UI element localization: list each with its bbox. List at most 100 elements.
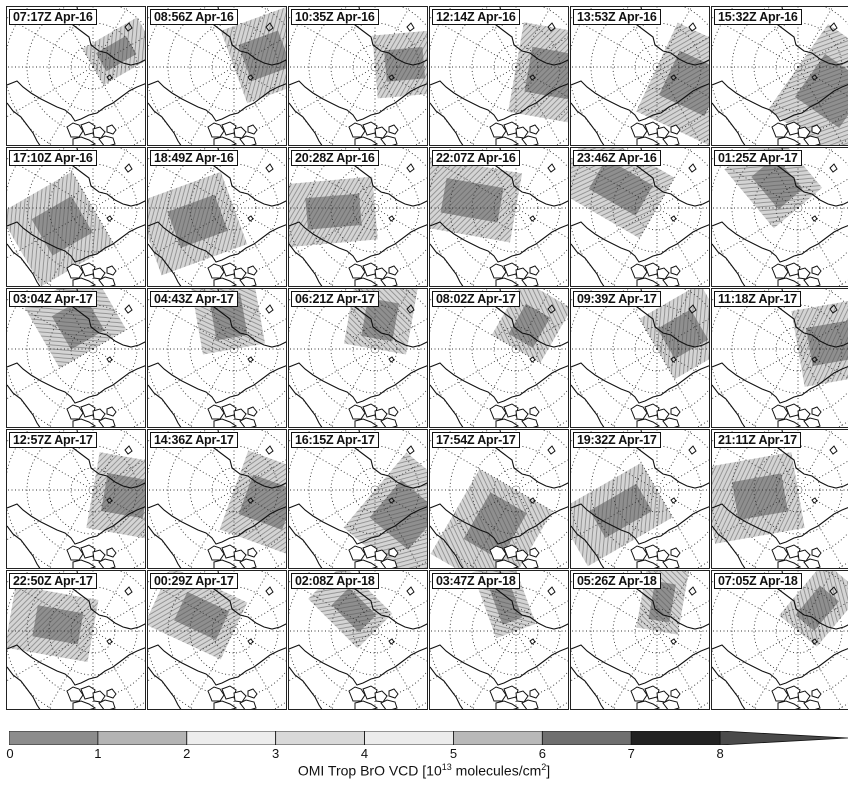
coastline <box>354 148 427 207</box>
coastline <box>148 644 286 686</box>
meridian-line <box>92 148 129 209</box>
island <box>388 586 415 645</box>
timestamp-label: 03:47Z Apr-18 <box>432 573 520 589</box>
island <box>656 408 670 421</box>
map-panel: 11:18Z Apr-17 <box>711 288 848 428</box>
latitude-circle <box>167 7 286 134</box>
coastline <box>712 362 848 404</box>
meridian-line <box>233 177 286 209</box>
island <box>521 417 539 427</box>
island <box>529 406 540 417</box>
island <box>233 126 247 139</box>
island <box>662 417 680 427</box>
timestamp-label: 07:05Z Apr-18 <box>714 573 802 589</box>
coastline <box>495 148 568 207</box>
coastline <box>430 525 464 568</box>
latitude-circle <box>590 571 709 698</box>
island <box>811 406 822 417</box>
island <box>247 586 274 645</box>
island <box>92 549 106 562</box>
island <box>495 136 520 145</box>
latitude-circle <box>449 7 568 134</box>
timestamp-label: 22:07Z Apr-16 <box>432 150 520 166</box>
island <box>98 558 116 568</box>
island <box>636 559 661 568</box>
latitude-circle <box>449 430 568 557</box>
polar-map <box>571 430 709 568</box>
polar-map <box>148 148 286 286</box>
coastline <box>72 430 145 489</box>
bro-swath <box>220 7 286 104</box>
map-panel: 05:26Z Apr-18 <box>570 570 710 710</box>
coastline <box>148 384 182 427</box>
latitude-circle <box>26 571 145 698</box>
island <box>495 418 520 427</box>
colorbar-tick-label: 0 <box>6 746 14 761</box>
coastline <box>148 243 182 286</box>
coastline <box>213 7 286 66</box>
colorbar-bin <box>364 731 454 745</box>
map-panel: 00:29Z Apr-17 <box>147 570 287 710</box>
coastline <box>712 644 848 686</box>
island <box>777 418 802 427</box>
island <box>239 699 257 709</box>
map-panel: 04:43Z Apr-17 <box>147 288 287 428</box>
timestamp-label: 16:15Z Apr-17 <box>291 432 379 448</box>
timestamp-label: 14:36Z Apr-17 <box>150 432 238 448</box>
coastline <box>354 7 427 66</box>
island <box>388 124 399 135</box>
island <box>797 126 811 139</box>
timestamp-label: 22:50Z Apr-17 <box>9 573 97 589</box>
coastline <box>7 243 41 286</box>
bro-swath <box>779 571 848 647</box>
timestamp-label: 06:21Z Apr-17 <box>291 291 379 307</box>
island <box>388 547 399 558</box>
colorbar <box>9 731 848 745</box>
coastline <box>213 430 286 489</box>
island <box>213 700 238 709</box>
coastline <box>148 221 286 263</box>
island <box>233 549 247 562</box>
meridian-line <box>656 459 709 491</box>
island <box>374 549 388 562</box>
latitude-circle <box>731 289 848 416</box>
meridian-line <box>374 177 427 209</box>
timestamp-label: 02:08Z Apr-18 <box>291 573 379 589</box>
polar-map <box>712 430 848 568</box>
island <box>670 445 697 504</box>
island <box>811 688 822 699</box>
polar-map <box>289 148 427 286</box>
coastline <box>430 80 568 122</box>
timestamp-label: 00:29Z Apr-17 <box>150 573 238 589</box>
polar-map <box>289 7 427 145</box>
island <box>670 304 697 363</box>
latitude-circle <box>449 148 568 275</box>
polar-map <box>712 571 848 709</box>
latitude-circle <box>590 148 709 275</box>
timestamp-label: 18:49Z Apr-16 <box>150 150 238 166</box>
island <box>662 558 680 568</box>
island <box>388 445 415 504</box>
latitude-circle <box>26 430 145 557</box>
coastline <box>7 221 145 263</box>
meridian-line <box>374 148 411 209</box>
timestamp-label: 07:17Z Apr-16 <box>9 9 97 25</box>
coastline <box>495 571 568 630</box>
latitude-circle <box>26 289 145 416</box>
island <box>354 700 379 709</box>
timestamp-label: 17:10Z Apr-16 <box>9 150 97 166</box>
bro-swath <box>7 585 99 663</box>
coastline <box>148 80 286 122</box>
latitude-circle <box>308 289 427 416</box>
island <box>380 276 398 286</box>
island <box>374 690 388 703</box>
colorbar-label-suffix: ] <box>546 762 551 779</box>
colorbar-bin <box>97 731 188 745</box>
island <box>529 124 540 135</box>
coastline <box>571 243 605 286</box>
colorbar-bin <box>541 731 632 745</box>
island <box>636 277 661 286</box>
coastline <box>712 80 848 122</box>
bro-swath <box>430 155 523 243</box>
bro-swath <box>148 571 248 660</box>
